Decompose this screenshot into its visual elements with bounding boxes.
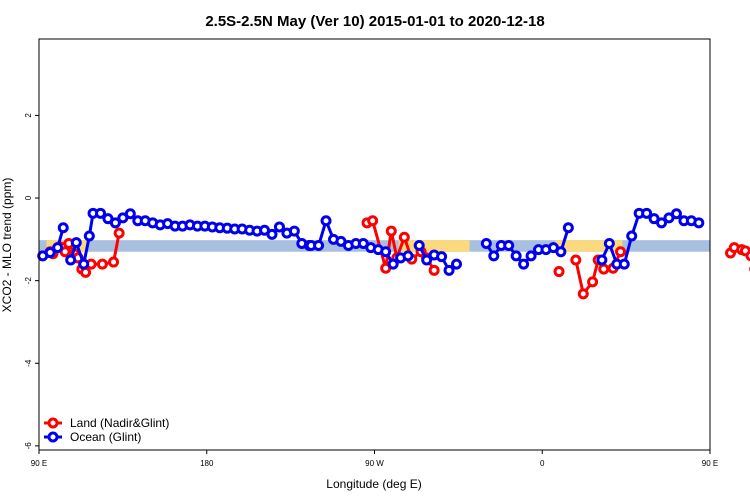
data-point — [436, 251, 448, 263]
data-point — [367, 215, 379, 227]
data-point — [488, 250, 500, 262]
y-tick-label: -4 — [24, 359, 33, 367]
y-tick-label: 0 — [24, 195, 33, 200]
data-point — [387, 258, 399, 270]
series-layer — [37, 207, 750, 300]
chart-title: 2.5S-2.5N May (Ver 10) 2015-01-01 to 202… — [205, 13, 544, 30]
data-point — [398, 231, 410, 243]
data-point — [266, 228, 278, 240]
data-point — [78, 258, 90, 270]
data-point — [587, 276, 599, 288]
data-point — [96, 258, 108, 270]
data-point — [109, 217, 121, 229]
data-point — [693, 217, 705, 229]
legend-label-land: Land (Nadir&Glint) — [70, 416, 169, 430]
data-point — [518, 258, 530, 270]
data-point — [626, 230, 638, 242]
data-point — [745, 250, 750, 262]
data-point — [555, 246, 567, 258]
data-point — [503, 240, 515, 252]
y-tick-label: -2 — [24, 277, 33, 285]
data-point — [113, 227, 125, 239]
band-land-segment — [555, 240, 623, 252]
y-tick-label: 2 — [24, 113, 33, 118]
data-point — [95, 207, 107, 219]
data-point — [598, 263, 610, 275]
x-tick-label: 90 W — [365, 459, 384, 468]
data-point — [577, 288, 589, 300]
data-point — [288, 225, 300, 237]
x-axis-title: Longitude (deg E) — [326, 477, 421, 491]
data-point — [553, 266, 565, 278]
data-point — [525, 250, 537, 262]
data-point — [124, 208, 136, 220]
data-point — [385, 225, 397, 237]
data-point — [380, 246, 392, 258]
data-point — [596, 254, 608, 266]
data-point — [562, 222, 574, 234]
data-point — [615, 246, 627, 258]
data-point — [618, 258, 630, 270]
data-point — [83, 230, 95, 242]
x-tick-label: 0 — [540, 459, 545, 468]
data-point — [273, 221, 285, 233]
y-tick-label: -6 — [24, 442, 33, 450]
x-tick-label: 90 E — [31, 459, 47, 468]
data-point — [570, 254, 582, 266]
legend-label-ocean: Ocean (Glint) — [70, 430, 141, 444]
x-axis: 90 E 180 90 W 0 90 E — [31, 450, 718, 468]
data-point — [480, 237, 492, 249]
data-point — [443, 264, 455, 276]
data-point — [603, 237, 615, 249]
data-point — [451, 258, 463, 270]
data-point — [413, 240, 425, 252]
x-tick-label: 180 — [200, 459, 214, 468]
data-point — [320, 215, 332, 227]
data-point — [656, 217, 668, 229]
series-ocean — [37, 207, 705, 276]
data-point — [421, 254, 433, 266]
data-point — [80, 266, 92, 278]
data-point — [670, 208, 682, 220]
data-point — [428, 264, 440, 276]
y-axis-title: XCO2 - MLO trend (ppm) — [0, 178, 14, 313]
data-point — [402, 250, 414, 262]
x-tick-label: 90 E — [702, 459, 718, 468]
legend-marker-land — [47, 417, 59, 429]
legend: Land (Nadir&Glint) Ocean (Glint) — [44, 416, 169, 444]
data-point — [313, 240, 325, 252]
y-axis: -6 -4 -2 0 2 — [24, 113, 39, 450]
data-point — [52, 242, 64, 254]
data-point — [641, 207, 653, 219]
data-point — [57, 222, 69, 234]
data-point — [65, 254, 77, 266]
data-point — [108, 256, 120, 268]
data-point — [510, 250, 522, 262]
band-land-segment — [398, 240, 470, 252]
data-point — [44, 247, 56, 259]
data-point — [70, 237, 82, 249]
legend-marker-ocean — [47, 431, 59, 443]
